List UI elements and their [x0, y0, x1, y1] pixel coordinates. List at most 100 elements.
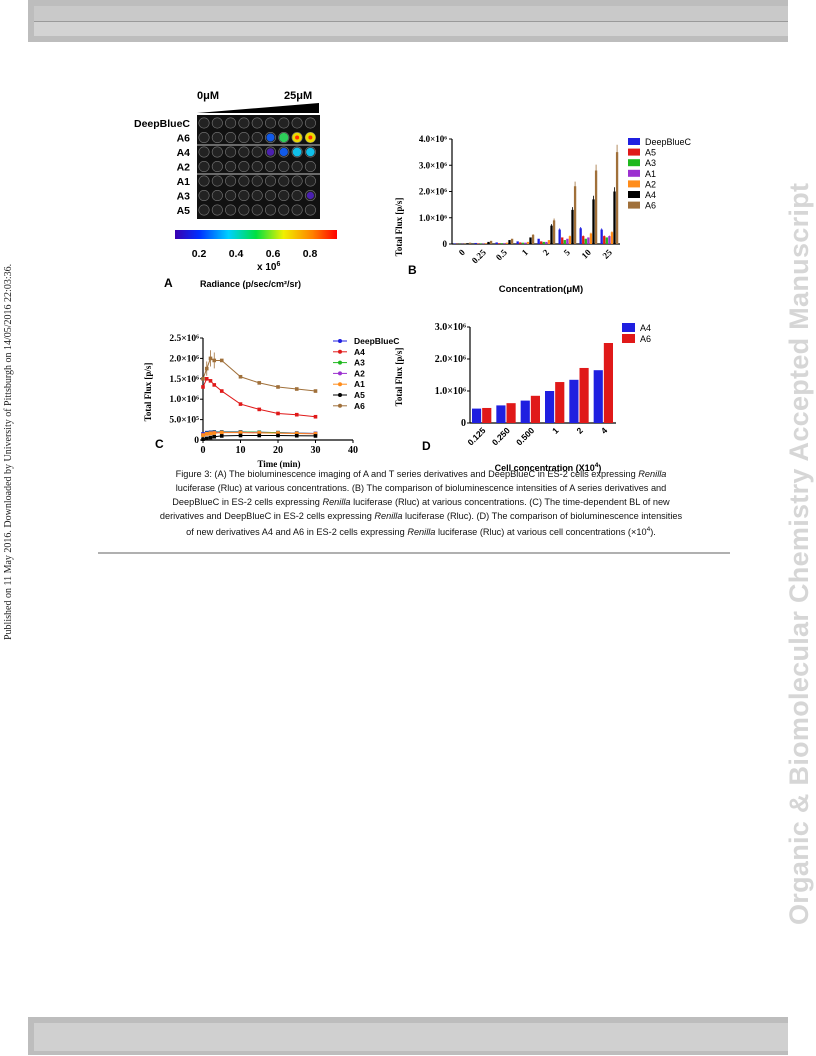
- legend-label: A4: [645, 190, 656, 200]
- bar: [477, 243, 480, 244]
- data-point: [204, 436, 209, 441]
- bar: [579, 367, 589, 423]
- panel-d-xlabel: Cell concentration (X104): [495, 462, 602, 473]
- data-point: [201, 433, 205, 437]
- legend-swatch: [628, 159, 640, 167]
- bar: [521, 242, 524, 244]
- data-point: [212, 358, 217, 363]
- bar: [552, 220, 556, 244]
- well: [291, 117, 303, 129]
- data-point: [208, 356, 213, 361]
- well: [238, 204, 250, 216]
- series-line: [202, 378, 316, 418]
- well-signal-core: [295, 135, 300, 140]
- y-tick-label: 2.0×10⁶: [419, 187, 447, 197]
- bar: [479, 243, 482, 244]
- panel-c-label: C: [155, 437, 164, 451]
- well: [238, 175, 250, 187]
- legend-label: DeepBlueC: [645, 137, 692, 147]
- well: [238, 117, 250, 129]
- x-tick-label: 40: [348, 445, 358, 456]
- bar: [530, 395, 540, 423]
- well: [251, 131, 263, 143]
- legend-label: A6: [645, 201, 656, 211]
- colorbar-tick-label: 0.6: [266, 248, 281, 260]
- bar: [555, 382, 565, 423]
- bar: [531, 234, 535, 244]
- bar: [550, 225, 553, 244]
- bar: [510, 238, 514, 244]
- bar: [558, 229, 561, 244]
- bar: [589, 233, 593, 244]
- figure-caption: Figure 3: (A) The bioluminescence imagin…: [159, 469, 683, 538]
- data-point: [204, 366, 209, 371]
- well-signal: [306, 191, 314, 200]
- well: [304, 161, 316, 173]
- legend-marker: [338, 403, 342, 408]
- x-tick-label: 0.250: [490, 425, 512, 447]
- y-tick-label: 5.0×10⁵: [169, 416, 199, 426]
- legend-swatch: [628, 138, 640, 145]
- data-point: [276, 433, 280, 438]
- bar: [468, 242, 472, 244]
- data-point: [257, 407, 262, 412]
- legend-label: A4: [640, 323, 651, 333]
- x-tick-label: 30: [311, 445, 321, 456]
- well: [304, 204, 316, 216]
- bar: [610, 232, 614, 244]
- well: [238, 131, 250, 143]
- well: [211, 204, 223, 216]
- conc-low-label: 0μM: [197, 90, 219, 102]
- bar: [571, 209, 574, 244]
- well: [198, 204, 210, 216]
- y-tick-label: 2.0×10⁶: [435, 354, 466, 365]
- bar: [495, 242, 498, 244]
- data-point: [208, 431, 213, 436]
- x-tick-label: 0.500: [514, 425, 536, 447]
- bar: [608, 236, 611, 244]
- data-point: [208, 435, 213, 440]
- panel-d-ylabel: Total Flux [p/s]: [394, 348, 404, 407]
- legend-swatch: [628, 148, 640, 156]
- bar: [540, 241, 543, 244]
- well-signal: [266, 148, 275, 156]
- well: [198, 175, 210, 187]
- bar: [563, 240, 566, 244]
- series-line: [202, 432, 316, 436]
- data-point: [294, 387, 299, 391]
- y-tick-label: 2.0×10⁶: [169, 354, 199, 364]
- panel-b-chart: Total Flux [p/s] 0 1.0×10⁶ 2.0×10⁶ 3.0×10⁶ 4…: [394, 134, 692, 295]
- data-point: [257, 431, 262, 435]
- data-point: [208, 379, 213, 383]
- well: [304, 175, 316, 187]
- well-row-label: A4: [177, 147, 191, 159]
- bar: [520, 400, 530, 423]
- data-point: [276, 431, 280, 435]
- bar: [573, 186, 577, 244]
- well: [225, 146, 237, 158]
- x-tick-label: 1: [550, 425, 561, 436]
- bar: [489, 240, 493, 244]
- well: [278, 175, 290, 187]
- bar: [542, 241, 545, 244]
- bar: [587, 237, 590, 244]
- x-tick-label: 4: [599, 425, 610, 436]
- y-tick-label: 2.5×10⁶: [169, 334, 199, 344]
- bar: [594, 170, 598, 244]
- legend-label: A2: [354, 368, 365, 378]
- data-point: [238, 374, 243, 379]
- well: [211, 146, 223, 158]
- well: [225, 161, 237, 173]
- x-tick-label: 20: [273, 445, 283, 456]
- x-tick-label: 10: [236, 445, 246, 456]
- series-line: [202, 357, 316, 392]
- well: [278, 161, 290, 173]
- bar: [605, 237, 608, 244]
- bar: [579, 228, 582, 244]
- panel-a-label: A: [164, 276, 173, 290]
- well: [278, 190, 290, 202]
- panel-b-label: B: [408, 263, 417, 277]
- legend-label: DeepBlueC: [354, 336, 399, 346]
- data-point: [219, 358, 224, 363]
- y-tick-label: 1.0×10⁶: [419, 213, 447, 223]
